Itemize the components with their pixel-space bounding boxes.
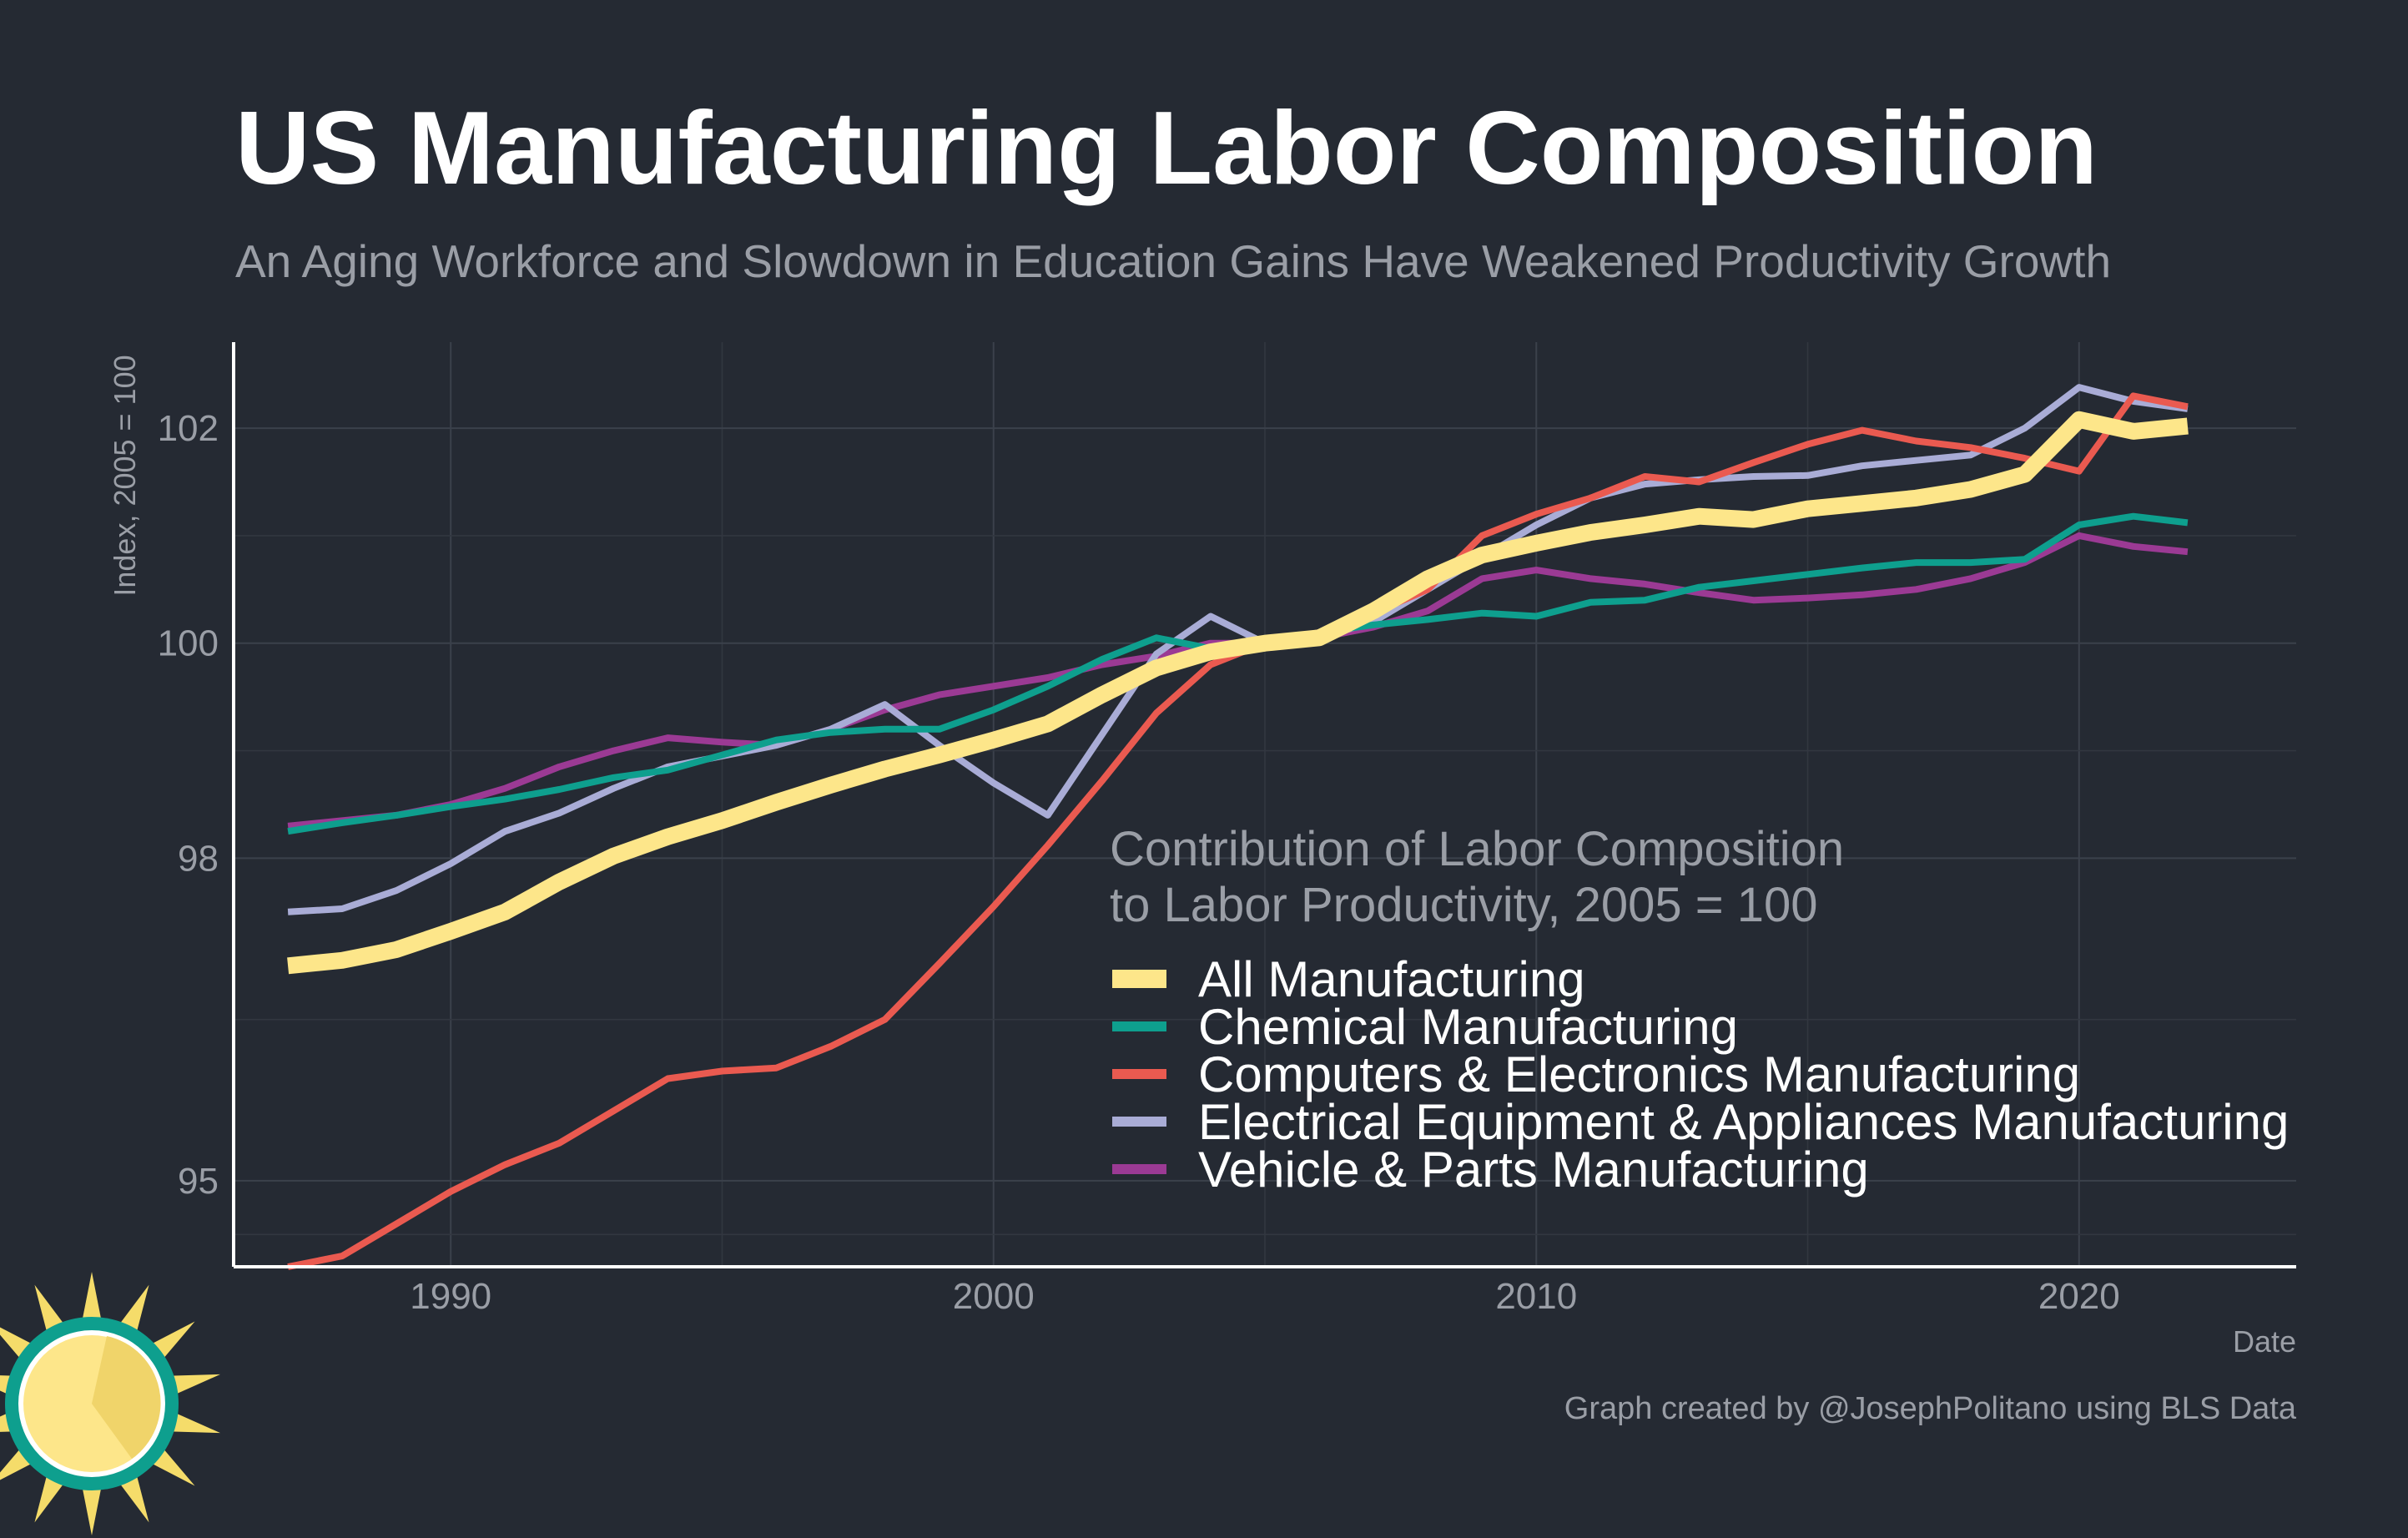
sun-ray (79, 1272, 104, 1332)
x-tick-label: 2000 (953, 1276, 1035, 1317)
y-tick-label: 102 (158, 408, 219, 449)
series-line-all-manufacturing (287, 411, 2189, 975)
y-axis-title: Index, 2005 = 100 (108, 355, 142, 596)
y-tick-label: 100 (158, 623, 219, 664)
legend-label: Chemical Manufacturing (1198, 999, 1738, 1055)
series-line-chemical-manufacturing (287, 512, 2189, 835)
y-tick-label: 95 (178, 1161, 219, 1202)
sun-ray (79, 1475, 104, 1535)
grid (234, 342, 2296, 1267)
legend-label: All Manufacturing (1198, 951, 1585, 1007)
x-axis-title: Date (2233, 1324, 2296, 1359)
x-tick-label: 1990 (410, 1276, 491, 1317)
legend: Contribution of Labor Composition to Lab… (1110, 822, 2289, 1198)
legend-title-line-2: to Labor Productivity, 2005 = 100 (1110, 878, 1818, 932)
y-tick-label: 98 (178, 838, 219, 879)
series-layer (287, 384, 2189, 1270)
chart-title: US Manufacturing Labor Composition (235, 91, 2098, 206)
sun-logo-icon (0, 1272, 221, 1535)
series-line-vehicle-parts-manufacturing (287, 532, 2189, 830)
x-tick-label: 2010 (1495, 1276, 1577, 1317)
x-tick-labels: 1990 2000 2010 2020 (410, 1276, 2119, 1317)
chart-subtitle: An Aging Workforce and Slowdown in Educa… (235, 235, 2111, 287)
legend-label: Electrical Equipment & Appliances Manufa… (1198, 1094, 2289, 1150)
y-tick-labels: 95 98 100 102 (158, 408, 219, 1202)
series-line-electrical-equipment-appliances-manufacturing (287, 384, 2189, 915)
logo-sun-shade (92, 1336, 161, 1459)
legend-label: Computers & Electronics Manufacturing (1198, 1046, 2080, 1102)
legend-title-line-1: Contribution of Labor Composition (1110, 822, 1844, 876)
legend-label: Vehicle & Parts Manufacturing (1198, 1142, 1869, 1198)
x-tick-label: 2020 (2038, 1276, 2120, 1317)
caption: Graph created by @JosephPolitano using B… (1564, 1391, 2297, 1426)
